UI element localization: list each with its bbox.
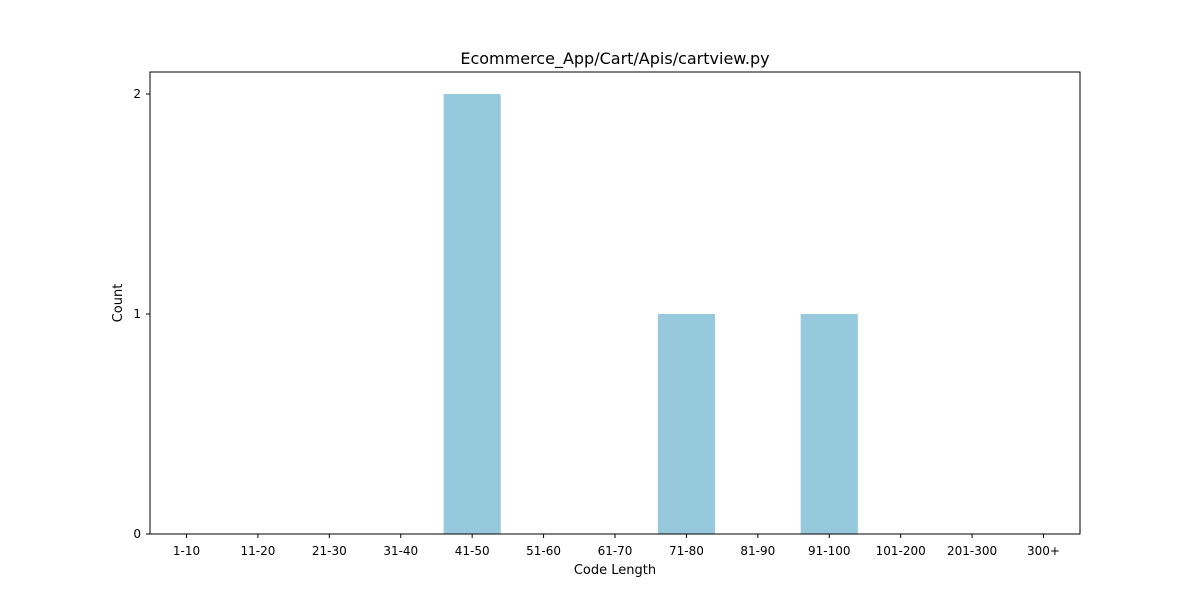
x-tick-label: 41-50 [455, 544, 490, 558]
y-axis-label: Count [111, 284, 126, 323]
x-tick-label: 1-10 [173, 544, 200, 558]
chart-title: Ecommerce_App/Cart/Apis/cartview.py [460, 49, 769, 69]
x-axis-label: Code Length [574, 563, 656, 578]
x-tick-label: 51-60 [526, 544, 561, 558]
x-tick-label: 61-70 [598, 544, 633, 558]
x-tick-label: 201-300 [947, 544, 997, 558]
x-axis: 1-10 11-20 21-30 31-40 41-50 51-60 61-70 71-80 8… [173, 534, 1060, 558]
x-tick-label: 101-200 [876, 544, 926, 558]
y-tick-label: 2 [133, 87, 141, 101]
x-tick-label: 91-100 [808, 544, 851, 558]
x-tick-label: 81-90 [740, 544, 775, 558]
x-tick-label: 31-40 [383, 544, 418, 558]
x-tick-label: 11-20 [240, 544, 275, 558]
x-tick-label: 21-30 [312, 544, 347, 558]
plot-frame [149, 71, 1081, 535]
x-tick-label: 71-80 [669, 544, 704, 558]
bar-91-100 [800, 314, 858, 534]
bar-41-50 [443, 94, 501, 534]
bar-71-80 [657, 314, 715, 534]
bars-group [443, 94, 858, 534]
y-tick-label: 0 [133, 527, 141, 541]
x-tick-label: 300+ [1027, 544, 1060, 558]
y-tick-label: 1 [133, 307, 141, 321]
y-axis: 0 1 2 [133, 87, 150, 541]
